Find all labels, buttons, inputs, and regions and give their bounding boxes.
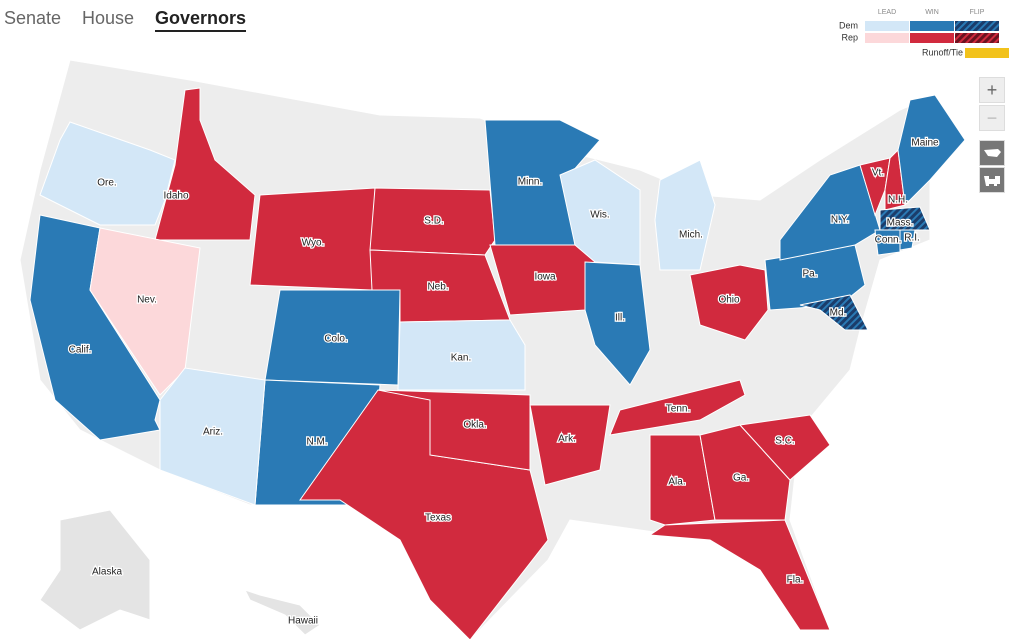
state-label: Ga.	[733, 473, 749, 484]
state-label: Ala.	[668, 477, 685, 488]
state-label: N.M.	[306, 437, 327, 448]
legend-swatch	[910, 33, 954, 43]
us-view[interactable]	[979, 140, 1005, 166]
state	[39, 121, 176, 226]
legend-swatch	[865, 21, 909, 31]
state-label: Ore.	[97, 178, 116, 189]
zoom-out[interactable]: −	[979, 105, 1005, 131]
state-label: Ark.	[558, 434, 576, 445]
state-label: N.Y.	[831, 215, 849, 226]
state-label: Md.	[830, 308, 847, 319]
state-label: Mich.	[679, 230, 703, 241]
state-label: Vt.	[872, 168, 884, 179]
state-label: Nev.	[137, 295, 157, 306]
legend-column: LEAD	[878, 9, 896, 16]
state-label: N.H.	[888, 195, 908, 206]
legend: LEAD WIN FLIP Dem Rep Runoff/Tie	[839, 9, 1009, 58]
state	[377, 389, 531, 471]
state	[648, 519, 831, 631]
state	[397, 319, 526, 391]
tab[interactable]: Senate	[4, 8, 62, 28]
state	[89, 227, 201, 396]
legend-row: Rep	[841, 32, 858, 42]
state-label: Colo.	[324, 334, 347, 345]
legend-swatch	[865, 33, 909, 43]
state-label: Iowa	[534, 272, 556, 283]
state-label: Alaska	[92, 567, 122, 578]
legend-column: FLIP	[970, 9, 985, 16]
state	[897, 94, 966, 207]
state-label: Neb.	[427, 282, 448, 293]
state	[799, 294, 869, 331]
tab[interactable]: House	[82, 8, 135, 28]
state-label: Minn.	[518, 177, 542, 188]
legend-swatch	[965, 48, 1009, 58]
state-label: Kan.	[451, 353, 472, 364]
state	[884, 148, 906, 211]
state	[159, 367, 266, 506]
state-label: Okla.	[463, 420, 486, 431]
state	[154, 87, 256, 241]
state	[39, 509, 151, 631]
state	[699, 424, 791, 521]
state-label: Maine	[911, 138, 939, 149]
grid-icon	[984, 176, 1000, 186]
zoom-in[interactable]: +	[979, 77, 1005, 103]
state-label: Ariz.	[203, 427, 223, 438]
state-label: Texas	[425, 513, 451, 524]
state-label: Mass.	[887, 218, 914, 229]
legend-swatch	[955, 21, 999, 31]
state-label: Idaho	[163, 191, 188, 202]
state	[654, 159, 716, 271]
legend-swatch	[910, 21, 954, 31]
state-label: S.D.	[424, 216, 443, 227]
state-label: Fla.	[787, 575, 804, 586]
state-label: R.I.	[904, 233, 920, 244]
legend-column: WIN	[925, 9, 939, 16]
state-label: Hawaii	[288, 616, 318, 627]
state	[874, 229, 901, 256]
state	[899, 229, 916, 251]
tab[interactable]: Governors	[155, 8, 247, 32]
state-label: S.C.	[775, 436, 794, 447]
state	[369, 187, 496, 256]
state	[738, 414, 831, 481]
legend-row: Dem	[839, 20, 858, 30]
state-label: Ill.	[615, 313, 625, 324]
state	[689, 264, 769, 341]
legend-runoff: Runoff/Tie	[922, 47, 963, 57]
state	[584, 261, 651, 386]
state-label: Calif.	[69, 345, 92, 356]
state	[529, 404, 611, 486]
legend-swatch	[955, 33, 999, 43]
state-label: Conn.	[875, 235, 902, 246]
us-icon	[984, 149, 1001, 157]
state-label: Pa.	[802, 269, 817, 280]
state-label: Ohio	[718, 295, 740, 306]
state-label: Wyo.	[302, 238, 325, 249]
state-label: Tenn.	[666, 404, 690, 415]
state	[879, 206, 931, 231]
state	[244, 589, 321, 636]
grid-view[interactable]	[979, 167, 1005, 193]
state	[609, 379, 746, 436]
state-label: Wis.	[590, 210, 609, 221]
state	[649, 434, 716, 526]
